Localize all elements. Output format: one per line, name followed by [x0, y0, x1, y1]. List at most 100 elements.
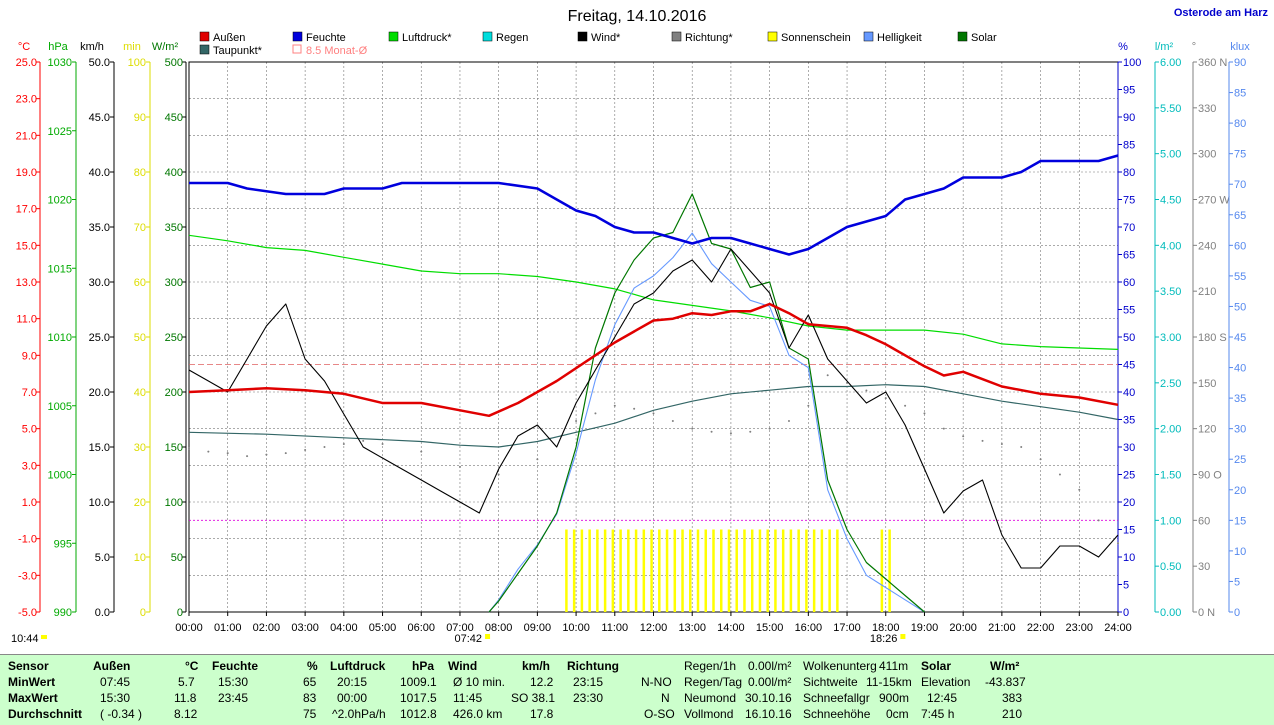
- direction-point: [671, 420, 674, 423]
- solar-max-value: 383: [1002, 691, 1023, 705]
- humidity-tick-label: 25: [1123, 470, 1135, 482]
- time-tick-label: 18:00: [872, 622, 900, 634]
- direction-point: [865, 389, 868, 392]
- time-tick-label: 01:00: [214, 622, 242, 634]
- wind-max-time: 11:45: [453, 691, 483, 705]
- direction-point: [768, 427, 771, 430]
- legend-swatch: [957, 31, 968, 42]
- lux-tick-label: 50: [1234, 301, 1246, 313]
- sichtweite-value: 11-15km: [866, 675, 912, 689]
- rain-tick-label: 5.00: [1160, 149, 1181, 161]
- direction-point: [1039, 458, 1042, 461]
- legend-swatch: [482, 31, 493, 42]
- aussen-max-value: 11.8: [174, 691, 197, 705]
- wolken-label: Wolkenunterg: [803, 659, 877, 673]
- druck-min-value: 1009.1: [400, 675, 437, 689]
- temp-tick-label: 17.0: [16, 204, 37, 216]
- row-label-avg: Durchschnitt: [8, 707, 83, 721]
- solar-avg-value: 210: [1002, 707, 1023, 721]
- wind-avg10-label: Ø 10 min.: [453, 675, 506, 689]
- luftdruck-series-line: [188, 234, 1119, 350]
- solar-series-line: [488, 193, 925, 613]
- direction-point: [1058, 473, 1061, 476]
- direction-tick-label: 90 O: [1198, 470, 1222, 482]
- humidity-tick-label: 45: [1123, 360, 1135, 372]
- wind-avg-value: 17.8: [530, 707, 554, 721]
- direction-point: [826, 374, 829, 377]
- direction-point: [749, 430, 752, 433]
- legend-label: Luftdruck*: [402, 32, 452, 44]
- time-tick-label: 03:00: [291, 622, 319, 634]
- direction-tick-label: 360 N: [1198, 57, 1227, 69]
- wind-tick-label: 30.0: [89, 277, 110, 289]
- sun-tick-label: 70: [134, 222, 146, 234]
- taupunkt-series-line: [188, 384, 1119, 448]
- lux-tick-label: 15: [1234, 515, 1246, 527]
- chart-marks: 07:42 18:26 10:44: [11, 154, 1119, 645]
- sensor-header: Sensor: [8, 659, 49, 673]
- neumond-label: Neumond: [684, 691, 737, 705]
- moon-icon: [41, 635, 47, 639]
- chart-grid: [188, 61, 1119, 613]
- rain-tick-label: 4.50: [1160, 195, 1181, 207]
- direction-point: [342, 442, 345, 445]
- direction-point: [884, 397, 887, 400]
- lux-unit-label: klux: [1230, 41, 1250, 53]
- direction-point: [323, 446, 326, 448]
- sun-tick-label: 90: [134, 112, 146, 124]
- pressure-tick-label: 1015: [48, 263, 72, 275]
- lux-tick-label: 90: [1234, 57, 1246, 69]
- wind-header: Wind: [448, 659, 478, 673]
- regen-1h-label: Regen/1h: [684, 659, 737, 673]
- time-tick-label: 04:00: [330, 622, 358, 634]
- aussen-avg-value: 8.12: [174, 707, 198, 721]
- sun-unit-label: min: [123, 41, 141, 53]
- humidity-tick-label: 90: [1123, 112, 1135, 124]
- schneehoehe-value: 0cm: [886, 707, 909, 721]
- solar-tick-label: 500: [165, 57, 183, 69]
- rain-tick-label: 1.50: [1160, 470, 1181, 482]
- aussen-min-value: 5.7: [178, 675, 195, 689]
- solar-tick-label: 450: [165, 112, 183, 124]
- legend-label: Feuchte: [306, 32, 346, 44]
- sunset-label: 18:26: [870, 633, 898, 645]
- time-tick-label: 02:00: [253, 622, 281, 634]
- time-tick-label: 12:00: [640, 622, 668, 634]
- lux-tick-label: 40: [1234, 363, 1246, 375]
- direction-point: [807, 404, 810, 407]
- aussen-unit: °C: [185, 659, 199, 673]
- direction-point: [1117, 542, 1119, 545]
- wind-distance: 426.0 km: [453, 707, 503, 721]
- temp-tick-label: 5.0: [22, 424, 37, 436]
- temp-unit-label: °C: [18, 41, 30, 53]
- vollmond-label: Vollmond: [684, 707, 734, 721]
- feuchte-series-line: [189, 154, 1119, 256]
- pressure-tick-label: 990: [54, 607, 72, 619]
- direction-tick-label: 210: [1198, 286, 1216, 298]
- direction-tick-label: 180 S: [1198, 332, 1227, 344]
- time-tick-label: 13:00: [678, 622, 706, 634]
- lux-tick-label: 45: [1234, 332, 1246, 344]
- weather-chart: Freitag, 14.10.2016 Osterode am Harz Auß…: [11, 7, 1268, 645]
- direction-tick-label: 300: [1198, 149, 1216, 161]
- wind-tick-label: 20.0: [89, 387, 110, 399]
- direction-tick-label: 120: [1198, 424, 1216, 436]
- regen-1h-value: 0.00l/m²: [748, 659, 792, 673]
- humidity-tick-label: 60: [1123, 277, 1135, 289]
- pressure-tick-label: 1005: [48, 401, 72, 413]
- druck-min-time: 20:15: [337, 675, 368, 689]
- direction-tick-label: 330: [1198, 103, 1216, 115]
- legend-label: Wind*: [591, 32, 621, 44]
- direction-point: [594, 412, 597, 415]
- humidity-tick-label: 85: [1123, 140, 1135, 152]
- temp-tick-label: 11.0: [16, 314, 37, 326]
- druck-max-time: 00:00: [337, 691, 368, 705]
- direction-point: [246, 455, 249, 458]
- moon-time-label: 10:44: [11, 633, 39, 645]
- aussen-max-time: 15:30: [100, 691, 131, 705]
- direction-point: [362, 439, 365, 442]
- direction-point: [1097, 519, 1100, 522]
- legend-swatch: [292, 44, 302, 54]
- rain-tick-label: 4.00: [1160, 240, 1181, 252]
- wind-tick-label: 35.0: [89, 222, 110, 234]
